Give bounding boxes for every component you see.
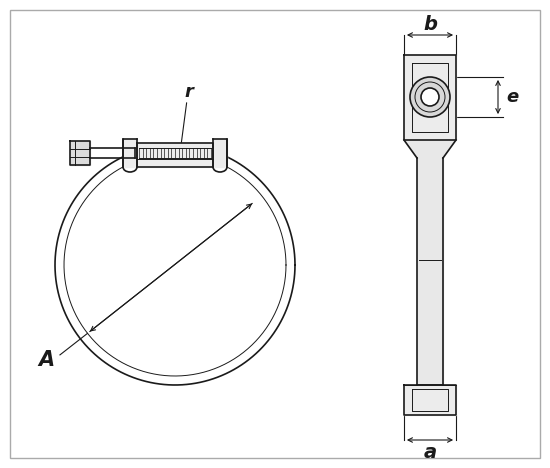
Polygon shape xyxy=(404,385,456,415)
Polygon shape xyxy=(70,141,90,165)
Circle shape xyxy=(410,77,450,117)
Polygon shape xyxy=(123,139,137,167)
Text: r: r xyxy=(185,83,194,101)
Polygon shape xyxy=(213,139,227,167)
Polygon shape xyxy=(417,158,443,385)
Circle shape xyxy=(421,88,439,106)
Polygon shape xyxy=(404,140,456,158)
Polygon shape xyxy=(137,143,213,167)
Text: a: a xyxy=(424,444,437,462)
Polygon shape xyxy=(404,55,456,140)
Text: b: b xyxy=(423,15,437,35)
Text: e: e xyxy=(506,88,518,106)
Text: A: A xyxy=(38,350,54,370)
